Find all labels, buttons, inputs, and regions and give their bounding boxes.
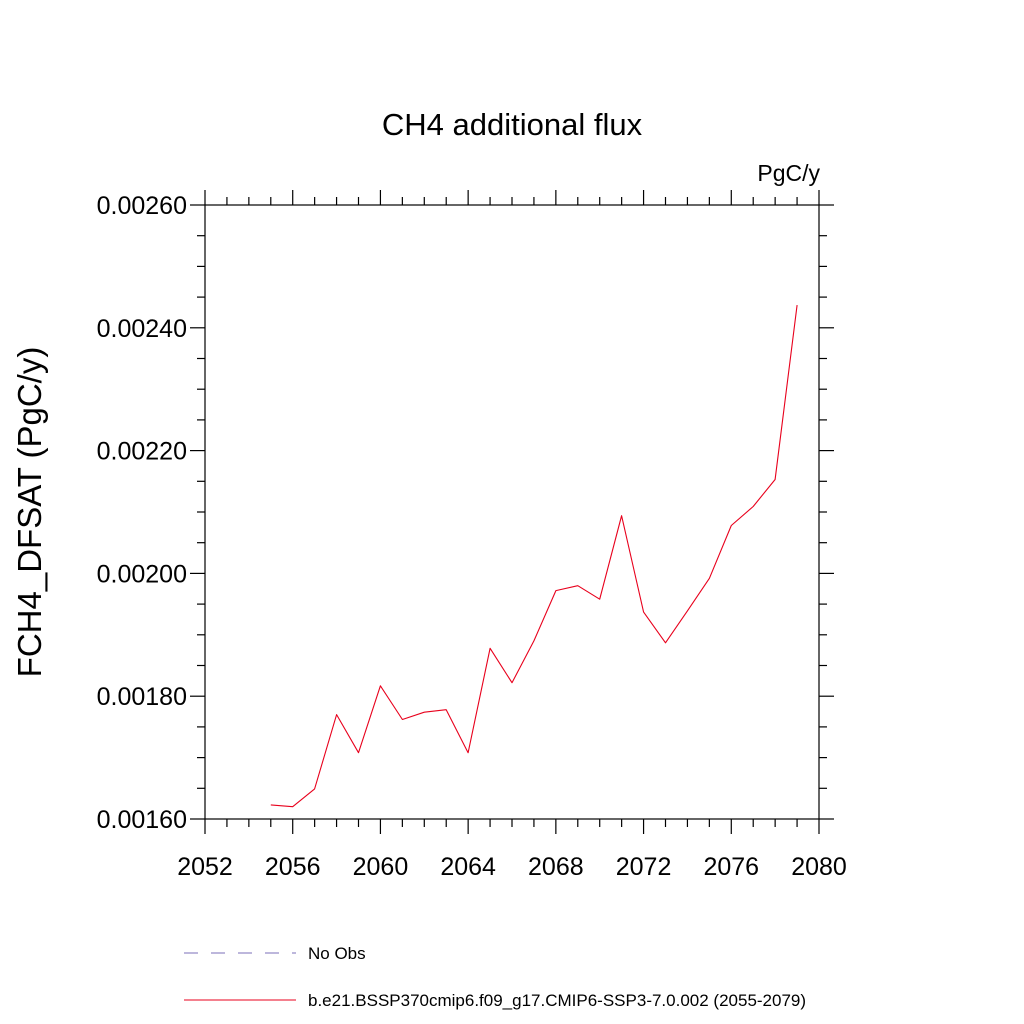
legend: No Obs b.e21.BSSP370cmip6.f09_g17.CMIP6-S… xyxy=(184,944,806,1010)
x-tick-label: 2052 xyxy=(177,853,233,881)
chart-title: CH4 additional flux xyxy=(382,107,643,142)
x-tick-label: 2068 xyxy=(528,853,584,881)
axis-ticks xyxy=(190,190,834,834)
y-tick-label: 0.00220 xyxy=(97,438,187,466)
x-tick-label: 2072 xyxy=(616,853,672,881)
x-tick-label: 2056 xyxy=(265,853,321,881)
series-line-1 xyxy=(270,305,798,808)
units-label: PgC/y xyxy=(757,160,820,186)
plot-frame xyxy=(204,204,820,820)
legend-label-1: b.e21.BSSP370cmip6.f09_g17.CMIP6-SSP3-7.… xyxy=(308,991,806,1010)
axis-tick-labels: 2052 2056 2060 2064 2068 2072 2076 2080 0.00160 0… xyxy=(97,192,847,881)
y-tick-label: 0.00260 xyxy=(97,192,187,220)
x-tick-label: 2076 xyxy=(703,853,759,881)
x-tick-label: 2060 xyxy=(353,853,409,881)
x-tick-label: 2080 xyxy=(791,853,847,881)
y-tick-label: 0.00200 xyxy=(97,560,187,588)
y-tick-label: 0.00240 xyxy=(97,315,187,343)
legend-label-0: No Obs xyxy=(308,944,366,963)
data-series xyxy=(270,305,798,808)
x-tick-label: 2064 xyxy=(440,853,496,881)
y-axis-label: FCH4_DFSAT (PgC/y) xyxy=(11,347,48,678)
y-tick-label: 0.00180 xyxy=(97,683,187,711)
y-tick-label: 0.00160 xyxy=(97,806,187,834)
